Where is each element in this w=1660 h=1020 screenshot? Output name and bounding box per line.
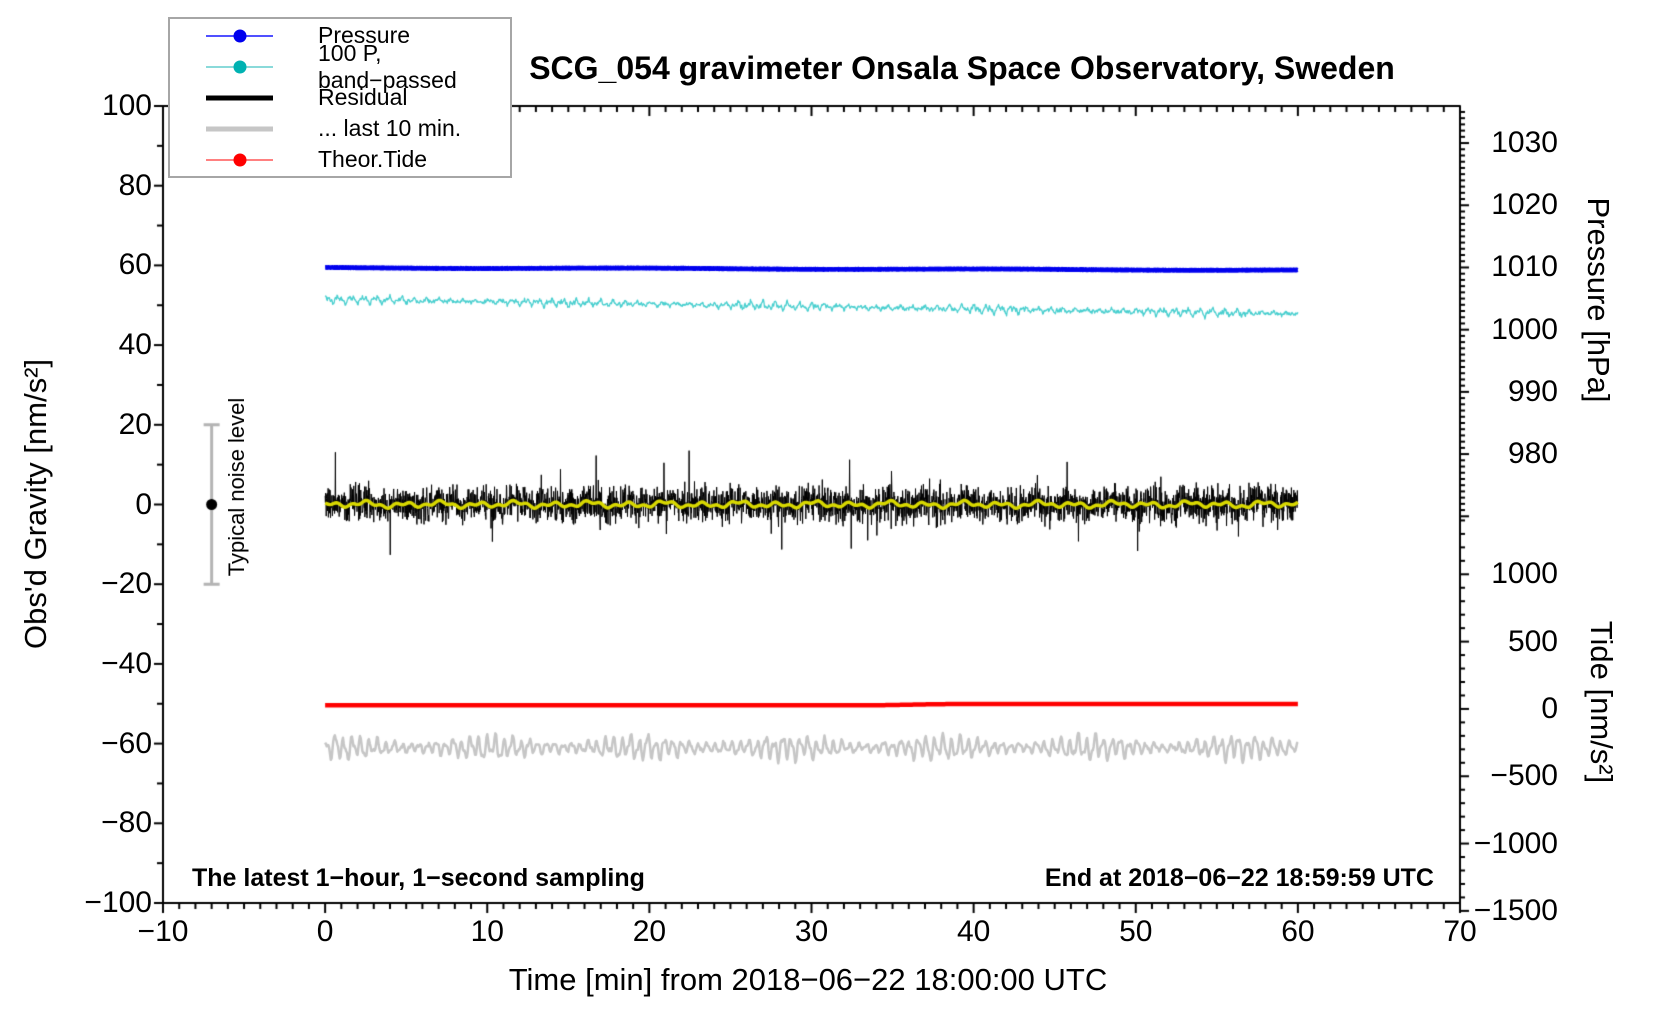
legend-box: Pressure 100 P, band−passed Residual ... la…: [168, 17, 512, 178]
tide-tick-label: 1000: [1491, 557, 1558, 591]
tide-tick-label: −500: [1490, 759, 1558, 793]
x-tick-label: 20: [632, 915, 667, 948]
gravity-tick-label: 0: [135, 487, 152, 521]
x-tick-label: 50: [1119, 915, 1153, 948]
legend-item-4: ... last 10 min.: [170, 113, 510, 144]
gravity-tick-label: −100: [84, 886, 152, 919]
typical-noise-level-label: Typical noise level: [224, 397, 249, 577]
y-axis-label-tide: Tide [nm/s²]: [1584, 620, 1619, 784]
x-tick-label: 0: [316, 915, 334, 948]
x-tick-label: 70: [1443, 915, 1477, 948]
chart-title: SCG_054 gravimeter Onsala Space Observat…: [529, 50, 1395, 86]
legend-label: Residual: [318, 84, 408, 110]
pressure-tick-label: 1000: [1491, 312, 1558, 346]
legend-dot-icon: [233, 60, 246, 73]
x-tick-label: 10: [470, 915, 504, 948]
gravity-tick-label: −40: [101, 646, 152, 680]
legend-line-swatch: [206, 29, 273, 42]
legend-item-1: Pressure: [170, 20, 510, 51]
legend-label: ... last 10 min.: [318, 115, 462, 141]
legend-item-3: Residual: [170, 82, 510, 113]
pressure-tick-label: 1010: [1491, 250, 1558, 284]
legend-label: Pressure: [318, 22, 411, 48]
x-tick-label: 30: [794, 915, 829, 948]
gravity-tick-label: 20: [118, 407, 152, 441]
tide-tick-label: −1000: [1473, 826, 1558, 860]
legend-dot-icon: [233, 29, 246, 42]
pressure-tick-label: 980: [1507, 437, 1558, 471]
gravity-tick-label: 40: [118, 328, 152, 362]
x-tick-label: 40: [956, 915, 991, 948]
pressure-tick-label: 1020: [1491, 188, 1558, 222]
legend-line-swatch: [206, 153, 273, 166]
legend-label: Theor.Tide: [318, 146, 428, 172]
tide-tick-label: 500: [1507, 624, 1558, 658]
legend-label: 100 P, band−passed: [318, 39, 457, 93]
legend-dot-icon: [233, 153, 246, 166]
tide-tick-label: −1500: [1473, 893, 1558, 927]
gravity-tick-label: 80: [118, 168, 152, 202]
gravity-tick-label: −20: [101, 567, 152, 601]
gravity-tick-label: 100: [101, 89, 152, 122]
x-tick-label: −10: [137, 915, 189, 948]
legend-item-5: Theor.Tide: [170, 144, 510, 175]
gravity-tick-label: −80: [101, 806, 152, 840]
y-axis-label-pressure: Pressure [hPa]: [1581, 197, 1616, 403]
gravity-tick-label: 60: [118, 248, 152, 282]
legend-item-2: 100 P, band−passed: [170, 40, 510, 93]
pressure-tick-label: 1030: [1491, 126, 1558, 160]
gravity-tick-label: −60: [101, 726, 152, 760]
tide-tick-label: 0: [1541, 691, 1558, 725]
pressure-tick-label: 990: [1507, 374, 1558, 408]
sampling-note: The latest 1−hour, 1−second sampling: [192, 864, 645, 892]
legend-line-swatch: [206, 60, 273, 73]
legend-line-swatch: [206, 92, 273, 104]
end-time-note: End at 2018−06−22 18:59:59 UTC: [1044, 864, 1434, 892]
y-axis-label-gravity: Obs'd Gravity [nm/s²]: [18, 358, 53, 650]
legend-line-swatch: [206, 123, 273, 135]
x-axis-label: Time [min] from 2018−06−22 18:00:00 UTC: [508, 962, 1108, 997]
x-tick-label: 60: [1281, 915, 1315, 948]
